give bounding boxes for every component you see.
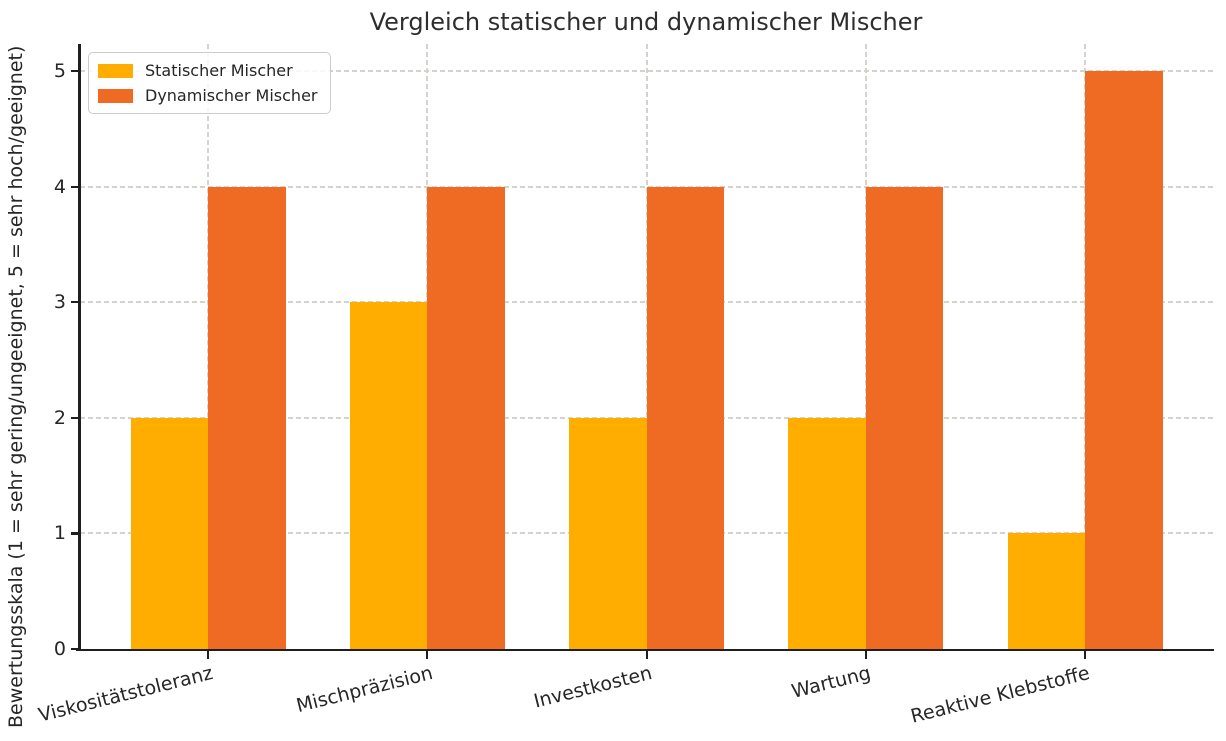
y-axis-label: Bewertungsskala (1 = sehr gering/ungeeig…	[5, 45, 27, 728]
x-tick-mark	[864, 651, 867, 659]
chart-title: Vergleich statischer und dynamischer Mis…	[369, 8, 923, 36]
bar-statischer-mischer	[1007, 533, 1085, 649]
x-tick-label: Mischpräzision	[293, 662, 435, 718]
bar-statischer-mischer	[130, 417, 208, 649]
y-tick-mark	[71, 532, 79, 535]
bar-statischer-mischer	[788, 417, 866, 649]
bar-dynamischer-mischer	[427, 186, 505, 649]
y-tick-label: 2	[53, 406, 66, 429]
legend-swatch-icon	[98, 63, 133, 78]
y-tick-label: 3	[53, 291, 66, 314]
bar-dynamischer-mischer	[208, 186, 286, 649]
x-tick-label: Investkosten	[531, 662, 654, 713]
legend: Statischer Mischer Dynamischer Mischer	[88, 52, 331, 114]
x-tick-label: Wartung	[789, 662, 874, 703]
x-tick-label: Reaktive Klebstoffe	[908, 662, 1093, 728]
x-axis-spine	[76, 648, 1214, 651]
legend-label: Dynamischer Mischer	[145, 86, 318, 105]
y-tick-label: 5	[53, 60, 66, 82]
y-tick-label: 4	[53, 175, 66, 198]
x-tick-mark	[426, 651, 429, 659]
legend-label: Statischer Mischer	[145, 61, 293, 80]
x-tick-mark	[645, 651, 648, 659]
legend-entry: Dynamischer Mischer	[98, 86, 318, 105]
y-tick-mark	[71, 416, 79, 419]
y-tick-mark	[71, 70, 79, 73]
x-tick-mark	[1084, 651, 1087, 659]
y-tick-label: 0	[53, 638, 66, 660]
x-tick-label: Viskositätstoleranz	[36, 662, 216, 727]
legend-swatch-icon	[98, 88, 133, 103]
bar-dynamischer-mischer	[1085, 71, 1163, 649]
y-axis-spine	[78, 44, 81, 651]
y-tick-mark	[71, 185, 79, 188]
y-tick-mark	[71, 301, 79, 304]
bar-statischer-mischer	[569, 417, 647, 649]
y-tick-label: 1	[53, 522, 66, 545]
bar-dynamischer-mischer	[646, 186, 724, 649]
x-tick-mark	[207, 651, 210, 659]
y-tick-mark	[71, 648, 79, 651]
bar-statischer-mischer	[349, 302, 428, 649]
legend-entry: Statischer Mischer	[98, 61, 318, 80]
bar-dynamischer-mischer	[865, 186, 944, 649]
